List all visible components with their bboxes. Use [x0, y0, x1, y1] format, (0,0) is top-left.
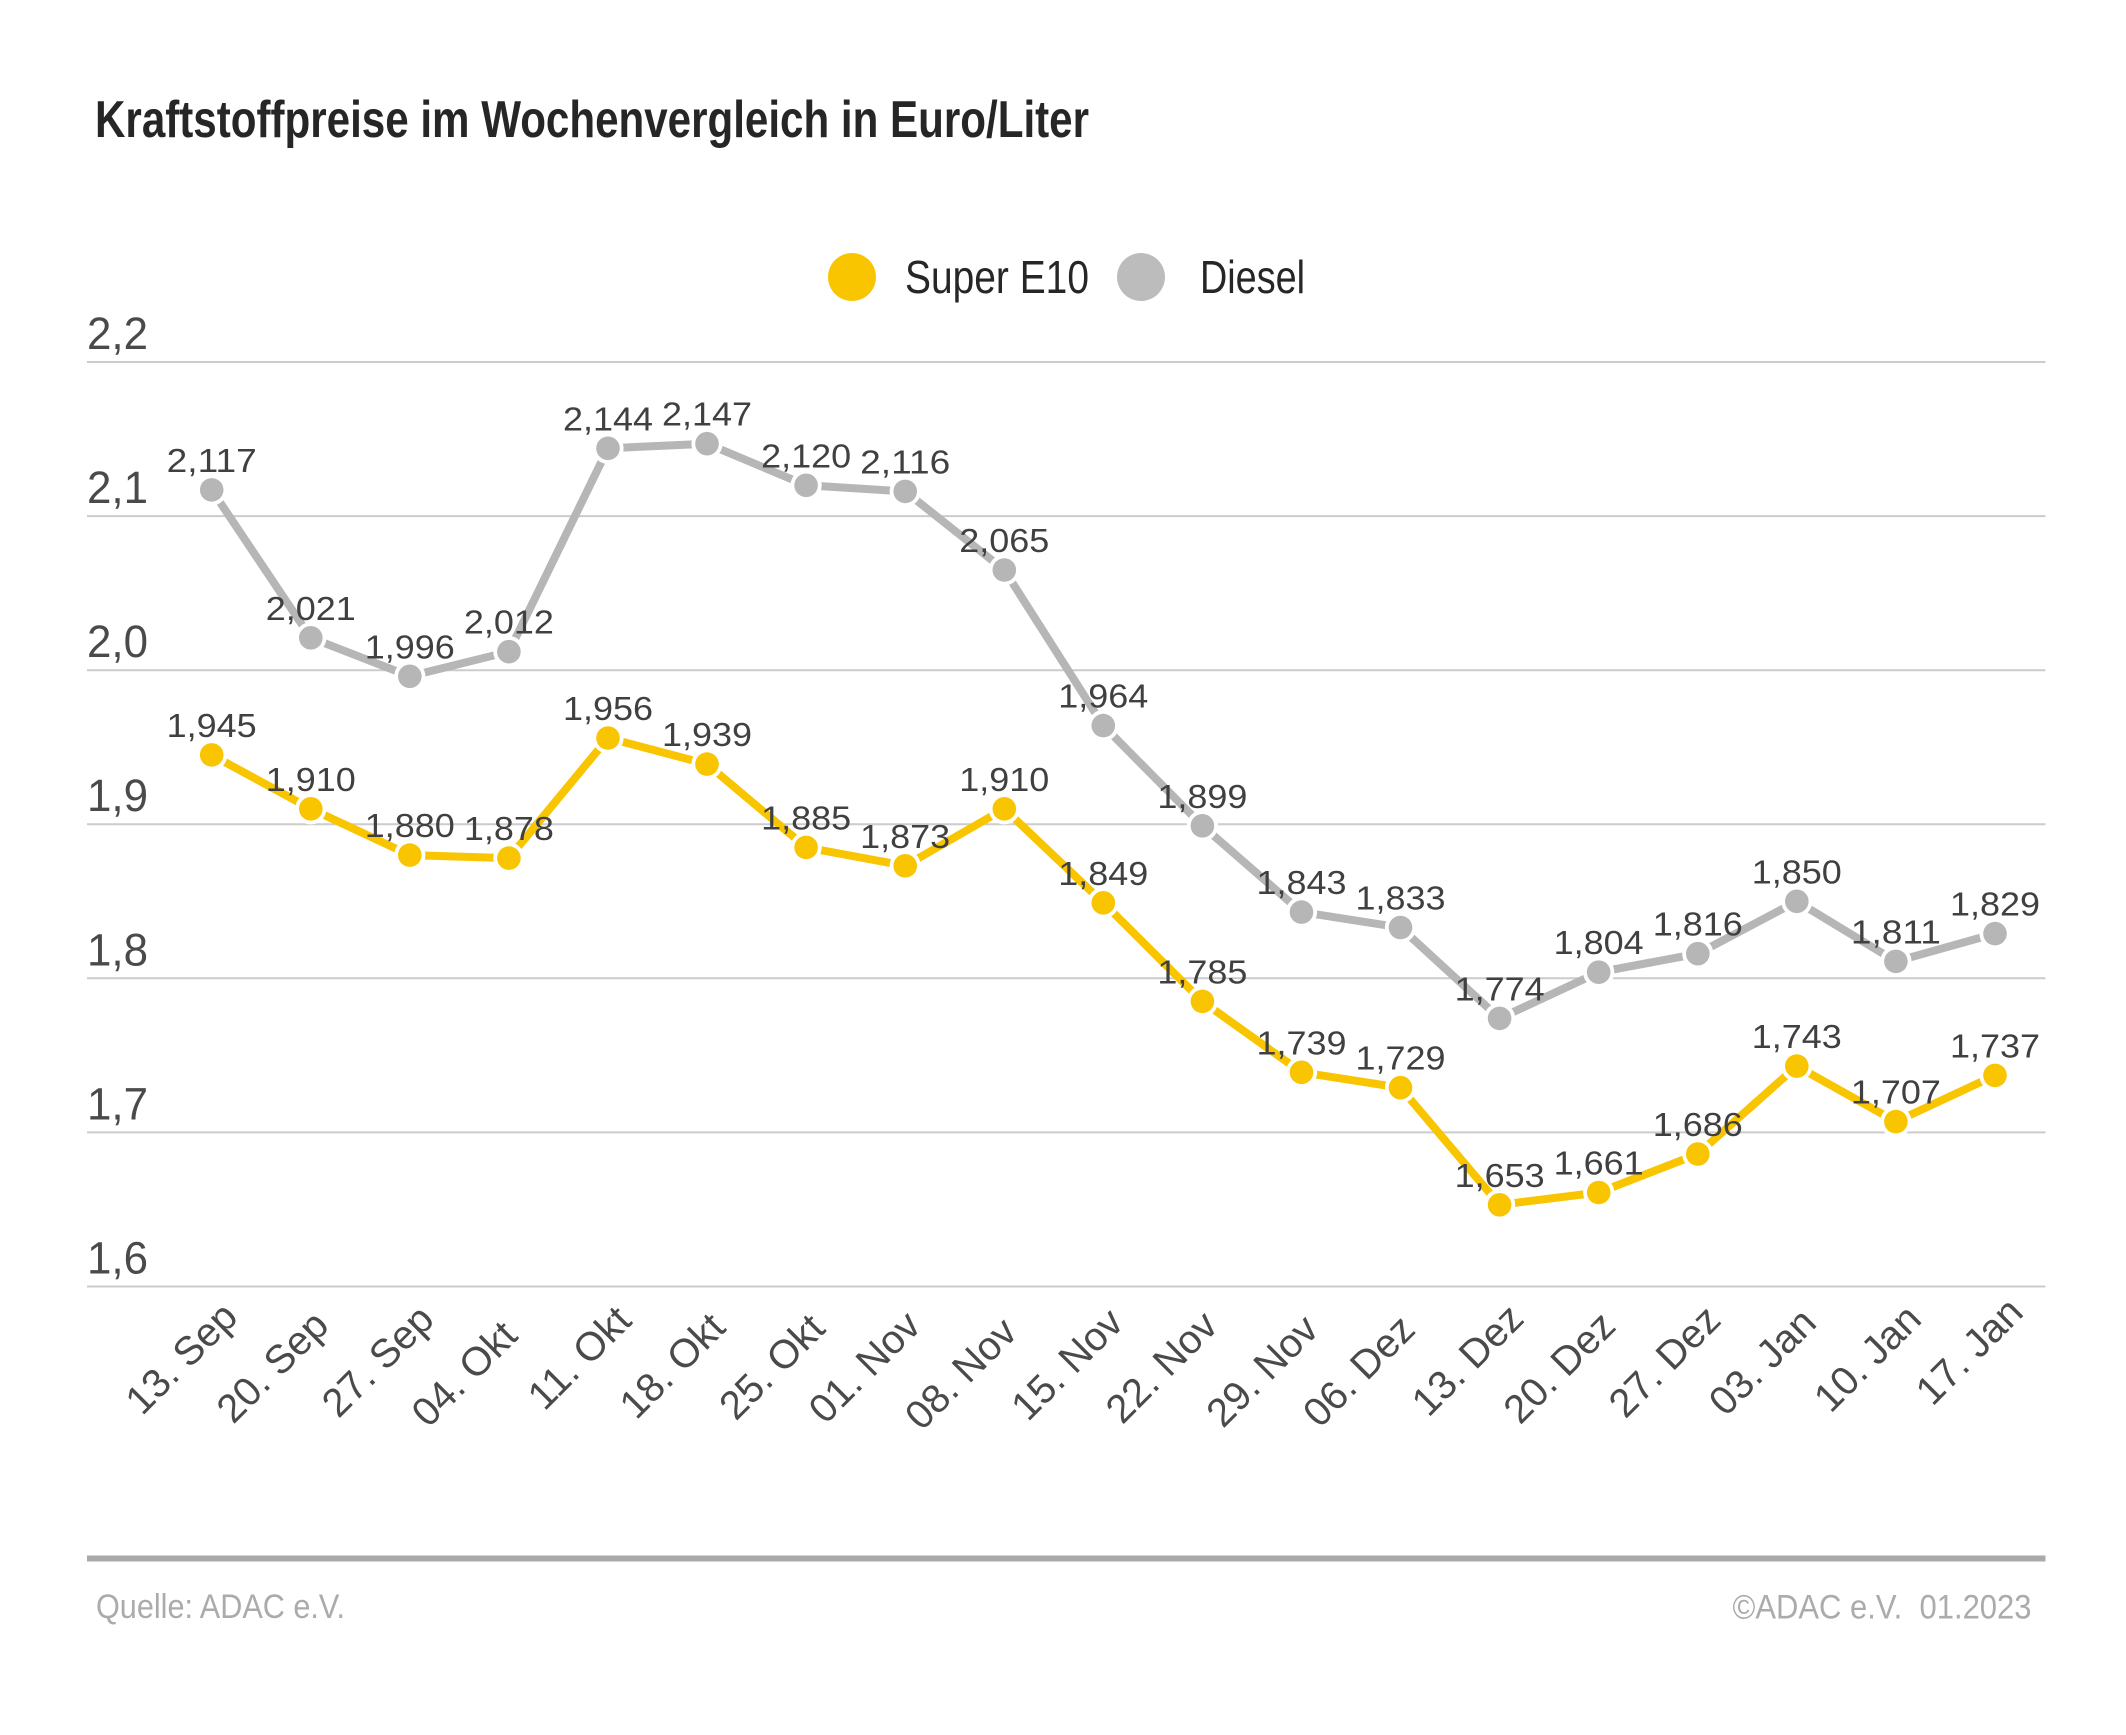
svg-text:2,2: 2,2: [87, 308, 148, 359]
svg-text:2,012: 2,012: [464, 604, 554, 641]
svg-text:1,964: 1,964: [1058, 678, 1148, 715]
svg-text:2,1: 2,1: [87, 462, 148, 513]
svg-text:2,0: 2,0: [87, 616, 148, 667]
svg-text:1,843: 1,843: [1257, 864, 1347, 901]
svg-text:1,996: 1,996: [365, 628, 455, 665]
svg-text:1,707: 1,707: [1851, 1074, 1941, 1111]
svg-text:Diesel: Diesel: [1200, 251, 1305, 303]
svg-text:1,816: 1,816: [1653, 906, 1743, 943]
svg-text:Super E10: Super E10: [905, 251, 1089, 303]
svg-text:1,743: 1,743: [1752, 1018, 1842, 1055]
svg-text:2,147: 2,147: [662, 396, 752, 433]
svg-text:1,9: 1,9: [87, 770, 148, 821]
svg-text:1,729: 1,729: [1356, 1040, 1446, 1077]
svg-text:1,737: 1,737: [1950, 1027, 2040, 1064]
svg-text:1,661: 1,661: [1554, 1145, 1644, 1182]
svg-text:2,117: 2,117: [167, 442, 257, 479]
svg-text:1,8: 1,8: [87, 924, 148, 975]
svg-text:1,945: 1,945: [167, 707, 257, 744]
svg-text:1,7: 1,7: [87, 1078, 148, 1129]
svg-text:Kraftstoffpreise im Wochenverg: Kraftstoffpreise im Wochenvergleich in E…: [95, 91, 1089, 149]
svg-text:1,910: 1,910: [266, 761, 356, 798]
svg-text:1,849: 1,849: [1058, 855, 1148, 892]
svg-text:Quelle: ADAC e.V.: Quelle: ADAC e.V.: [96, 1588, 345, 1626]
svg-text:1,833: 1,833: [1356, 880, 1446, 917]
svg-text:1,811: 1,811: [1851, 913, 1941, 950]
svg-text:2,144: 2,144: [563, 400, 653, 437]
svg-text:1,878: 1,878: [464, 810, 554, 847]
svg-text:1,956: 1,956: [563, 690, 653, 727]
svg-text:1,6: 1,6: [87, 1233, 148, 1284]
svg-text:1,739: 1,739: [1257, 1024, 1347, 1061]
svg-text:1,880: 1,880: [365, 807, 455, 844]
svg-text:1,774: 1,774: [1455, 970, 1545, 1007]
svg-text:1,885: 1,885: [761, 799, 851, 836]
svg-text:2,116: 2,116: [860, 443, 950, 480]
svg-text:1,804: 1,804: [1554, 924, 1644, 961]
svg-text:1,850: 1,850: [1752, 853, 1842, 890]
svg-text:1,653: 1,653: [1455, 1157, 1545, 1194]
svg-text:1,939: 1,939: [662, 716, 752, 753]
svg-text:1,829: 1,829: [1950, 886, 2040, 923]
svg-text:1,686: 1,686: [1653, 1106, 1743, 1143]
svg-text:2,021: 2,021: [266, 590, 356, 627]
svg-text:1,899: 1,899: [1157, 778, 1247, 815]
svg-text:2,120: 2,120: [761, 437, 851, 474]
svg-text:1,785: 1,785: [1157, 953, 1247, 990]
svg-text:2,065: 2,065: [959, 522, 1049, 559]
svg-text:1,910: 1,910: [959, 761, 1049, 798]
svg-text:1,873: 1,873: [860, 818, 950, 855]
svg-text:©ADAC e.V. 01.2023: ©ADAC e.V. 01.2023: [1733, 1589, 2032, 1627]
